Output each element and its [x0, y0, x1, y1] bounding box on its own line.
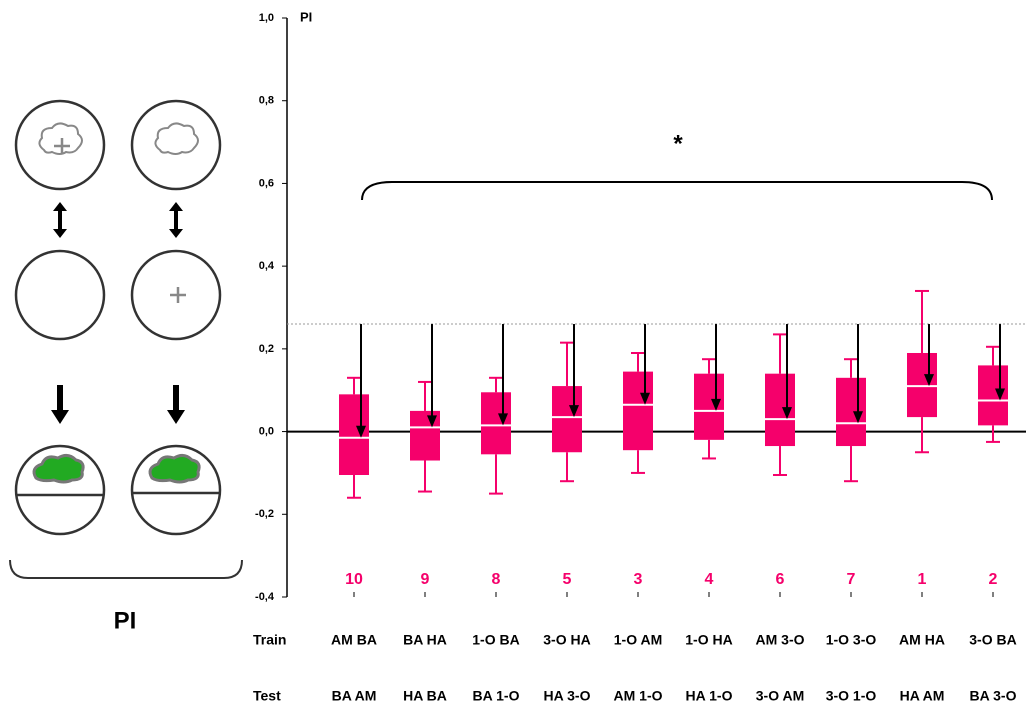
box [907, 352, 937, 418]
dish [130, 444, 222, 536]
train-label: 3-O HA [543, 632, 590, 648]
train-label: AM HA [899, 632, 945, 648]
dish [14, 249, 106, 341]
y-tick-label: -0,4 [255, 591, 275, 603]
arrow-head [995, 388, 1005, 401]
train-label: 3-O BA [969, 632, 1016, 648]
train-label: 1-O 3-O [826, 632, 877, 648]
arrows [51, 202, 185, 424]
sample-rank: 10 [345, 571, 363, 588]
y-tick-label: 0,6 [259, 177, 274, 189]
arrow-head [640, 392, 650, 405]
sample-rank: 6 [776, 571, 785, 588]
sample-rank: 3 [634, 571, 643, 588]
plus [170, 287, 186, 303]
arrow-head [711, 398, 721, 411]
sample-rank: 9 [421, 571, 430, 588]
box [481, 392, 511, 455]
sample-rank: 1 [918, 571, 927, 588]
test-label: HA BA [403, 688, 447, 704]
significance-brace [361, 181, 993, 201]
bracket [9, 559, 243, 579]
odour-cloud [154, 122, 199, 155]
box [552, 386, 582, 453]
significance-mark: * [673, 130, 683, 157]
odour-cloud [38, 122, 83, 155]
y-tick-label: -0,2 [255, 508, 274, 520]
train-label: BA HA [403, 632, 447, 648]
y-tick-label: 0,2 [259, 343, 274, 355]
arrow-head [569, 405, 579, 418]
dish [130, 249, 222, 341]
test-label: 3-O AM [756, 688, 804, 704]
dish [14, 99, 106, 191]
dish [14, 444, 106, 536]
test-label: BA AM [332, 688, 377, 704]
arrow-head [853, 411, 863, 424]
row-label: Test [253, 688, 281, 704]
double-arrow [53, 202, 67, 238]
box [978, 365, 1008, 426]
sample-rank: 4 [705, 571, 714, 588]
double-arrow [169, 202, 183, 238]
schematic [9, 99, 243, 579]
y-tick-label: 0,8 [259, 95, 274, 107]
food-blob [32, 453, 85, 484]
plus [54, 138, 70, 154]
arrow-head [356, 425, 366, 438]
sample-rank: 5 [563, 571, 572, 588]
arrow-head [427, 415, 437, 428]
row-label: Train [253, 632, 286, 648]
test-label: HA AM [900, 688, 945, 704]
sample-rank: 8 [492, 571, 501, 588]
train-label: 1-O BA [472, 632, 519, 648]
train-label: 1-O AM [614, 632, 662, 648]
test-label: 3-O 1-O [826, 688, 877, 704]
test-label: HA 3-O [544, 688, 591, 704]
test-label: AM 1-O [614, 688, 663, 704]
down-arrow [51, 385, 69, 424]
dish [130, 99, 222, 191]
train-label: AM 3-O [756, 632, 805, 648]
test-label: BA 1-O [473, 688, 520, 704]
box [339, 394, 369, 475]
diagram-label: PI [114, 607, 137, 634]
arrow-head [782, 407, 792, 420]
box [694, 373, 724, 440]
arrow-head [924, 374, 934, 387]
sample-rank: 7 [847, 571, 856, 588]
arrow-head [498, 413, 508, 426]
down-arrow [167, 385, 185, 424]
train-label: 1-O HA [685, 632, 732, 648]
train-label: AM BA [331, 632, 377, 648]
sample-rank: 2 [989, 571, 998, 588]
test-label: HA 1-O [686, 688, 733, 704]
y-tick-label: 0,0 [259, 425, 274, 437]
y-axis-label: PI [300, 9, 312, 24]
y-tick-label: 0,4 [259, 260, 275, 272]
y-tick-label: 1,0 [259, 12, 274, 24]
food-blob [148, 453, 201, 484]
box [623, 371, 653, 451]
test-label: BA 3-O [970, 688, 1017, 704]
